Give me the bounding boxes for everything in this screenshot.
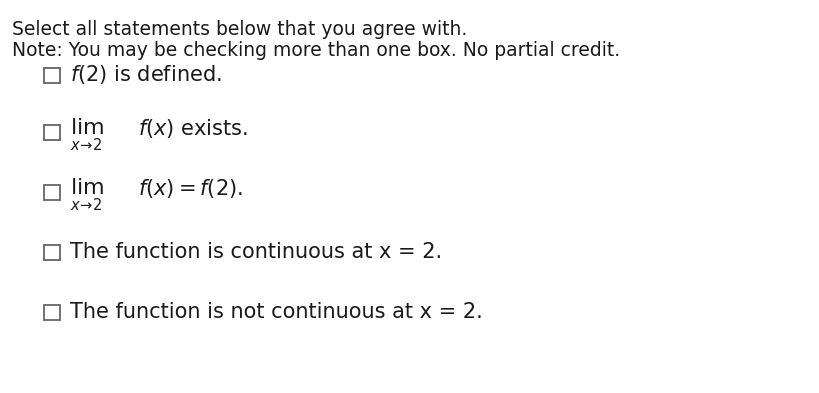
Text: $x\!\to\!2$: $x\!\to\!2$ bbox=[70, 198, 102, 213]
FancyBboxPatch shape bbox=[44, 305, 60, 320]
Text: $\lim$: $\lim$ bbox=[70, 178, 104, 198]
Text: $x\!\to\!2$: $x\!\to\!2$ bbox=[70, 138, 102, 154]
Text: $f(x) = f(2).$: $f(x) = f(2).$ bbox=[138, 176, 243, 200]
Text: Select all statements below that you agree with.: Select all statements below that you agr… bbox=[12, 20, 468, 39]
FancyBboxPatch shape bbox=[44, 68, 60, 83]
Text: $f(2)$ is defined.: $f(2)$ is defined. bbox=[70, 63, 222, 86]
Text: The function is continuous at x = 2.: The function is continuous at x = 2. bbox=[70, 242, 442, 262]
Text: $f(x)$ exists.: $f(x)$ exists. bbox=[138, 116, 248, 140]
Text: The function is not continuous at x = 2.: The function is not continuous at x = 2. bbox=[70, 302, 482, 322]
Text: Note: You may be checking more than one box. No partial credit.: Note: You may be checking more than one … bbox=[12, 41, 620, 60]
FancyBboxPatch shape bbox=[44, 184, 60, 200]
Text: $\lim$: $\lim$ bbox=[70, 118, 104, 138]
FancyBboxPatch shape bbox=[44, 125, 60, 140]
FancyBboxPatch shape bbox=[44, 244, 60, 260]
